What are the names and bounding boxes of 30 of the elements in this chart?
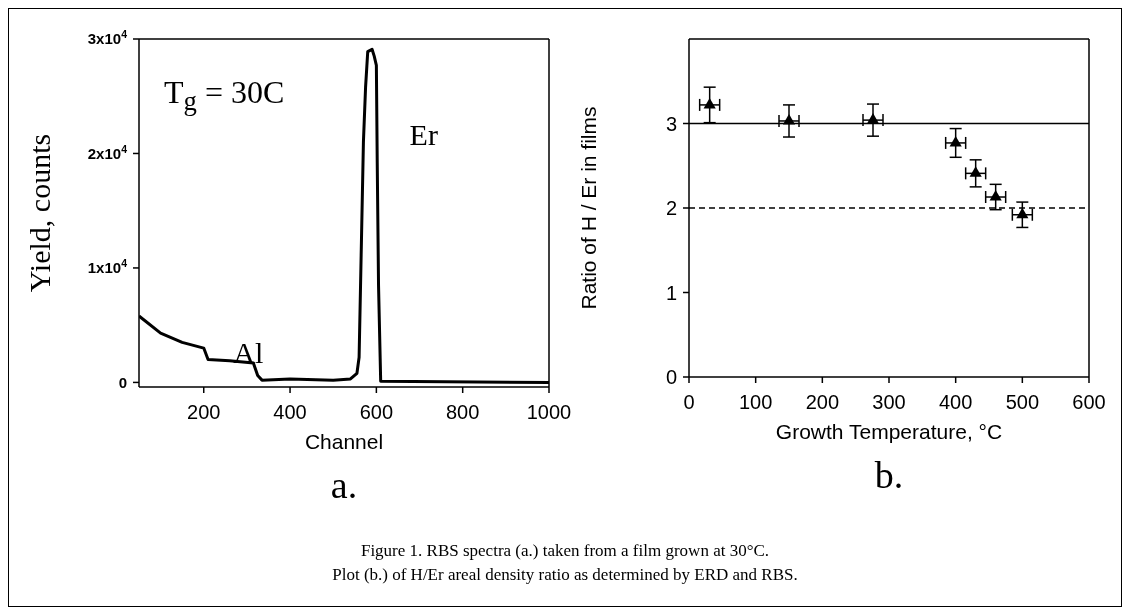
x-tick-label: 600	[1072, 391, 1106, 413]
x-tick-label: 400	[273, 401, 307, 423]
annotation: Er	[409, 117, 438, 152]
x-tick-label: 100	[738, 391, 773, 413]
x-tick-label: 500	[1005, 391, 1040, 413]
text: b.	[873, 453, 905, 497]
y-axis-title: Yield, counts	[22, 133, 56, 293]
text: a.	[329, 463, 359, 507]
annotation: T$_{g}$ = 30C	[164, 74, 285, 118]
x-tick-label: 300	[872, 391, 906, 413]
x-tick-label: 600	[359, 401, 394, 423]
x-tick-label: 200	[805, 391, 840, 413]
x-tick-label: 1000	[526, 401, 572, 423]
y-tick-label: 3x10$^{4}$	[87, 28, 128, 48]
x-tick-label: 400	[938, 391, 973, 413]
y-tick-label: 0	[118, 373, 127, 391]
y-axis-title: Ratio of H / Er in films	[577, 106, 601, 310]
y-tick-label: 1x10$^{4}$	[87, 257, 128, 277]
x-tick-label: 0	[683, 391, 695, 413]
y-tick-label: 3	[665, 112, 677, 135]
x-axis-title: Channel	[304, 430, 384, 453]
x-tick-label: 200	[187, 401, 221, 423]
x-axis-title: Growth Temperature, °C	[775, 420, 1003, 443]
caption: Figure 1. RBS spectra (a.) taken from a film grown at 30°C.	[359, 540, 771, 562]
y-tick-label: 1	[665, 281, 677, 304]
y-tick-label: 0	[665, 366, 677, 388]
y-tick-label: 2	[665, 197, 677, 219]
text: Plot (b.) of H/Er areal density ratio as determined by ERD and RBS.	[331, 564, 799, 586]
x-tick-label: 800	[446, 401, 480, 423]
y-tick-label: 2x10$^{4}$	[87, 142, 128, 162]
